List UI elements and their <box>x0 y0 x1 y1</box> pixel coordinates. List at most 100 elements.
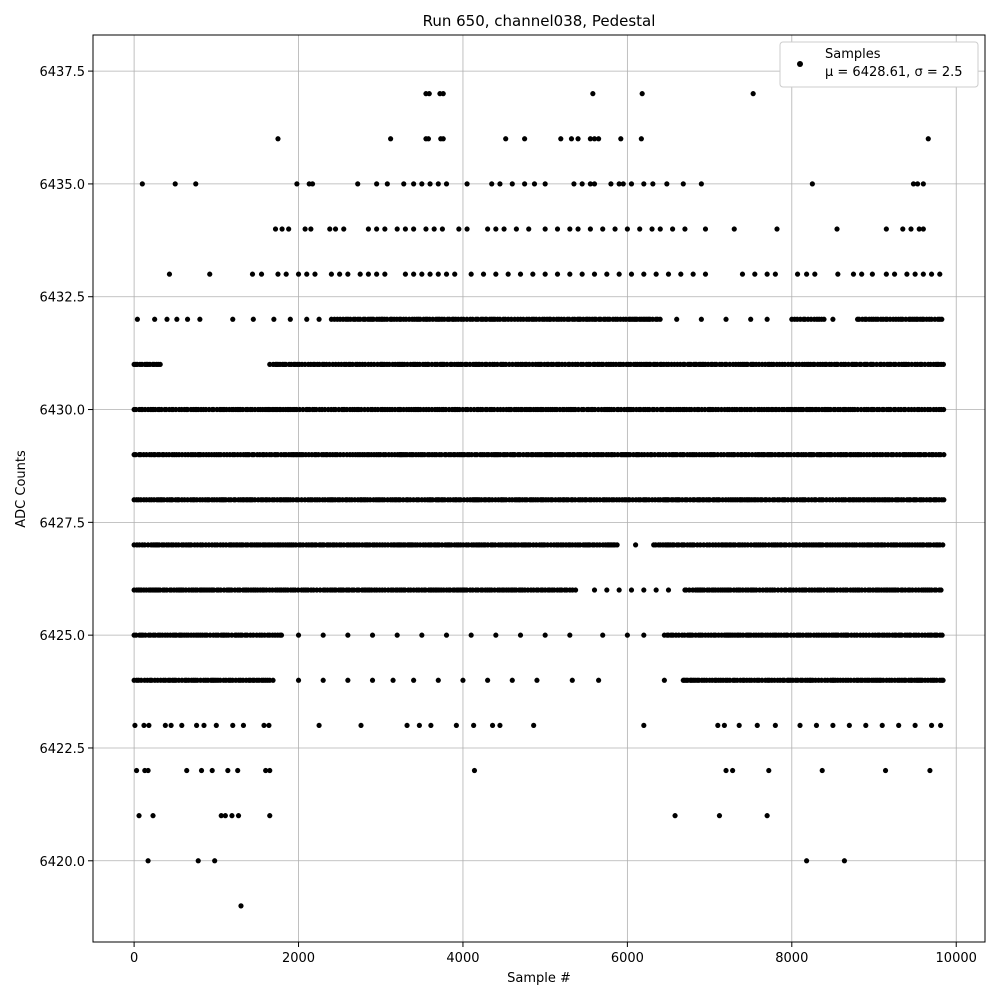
data-point <box>497 722 503 729</box>
data-point <box>797 722 803 729</box>
data-point <box>573 587 579 593</box>
data-point <box>225 767 231 774</box>
data-point <box>716 813 723 819</box>
legend-series-name: Samples <box>825 47 881 62</box>
data-point <box>394 226 400 232</box>
data-point <box>821 316 827 322</box>
data-point <box>591 136 598 142</box>
data-point <box>841 858 848 864</box>
data-point <box>443 632 450 638</box>
data-point <box>164 316 170 322</box>
data-point <box>628 587 635 593</box>
data-point <box>497 181 503 187</box>
data-point <box>637 226 643 232</box>
data-point <box>427 271 433 277</box>
data-point <box>567 632 573 638</box>
data-point <box>456 226 462 232</box>
y-tick-label: 6425.0 <box>40 629 86 644</box>
data-point <box>279 226 285 232</box>
data-point <box>812 271 818 277</box>
data-point <box>715 722 721 729</box>
data-point <box>230 722 236 729</box>
data-point <box>240 722 247 729</box>
data-point <box>401 181 407 187</box>
data-point <box>669 226 676 232</box>
data-point <box>157 361 163 368</box>
data-point <box>295 677 302 683</box>
data-point <box>468 271 474 277</box>
data-point <box>345 632 351 638</box>
data-point <box>263 767 269 774</box>
data-point <box>365 226 372 232</box>
data-point <box>425 136 432 142</box>
data-point <box>604 587 610 593</box>
data-point <box>150 813 156 819</box>
data-point <box>804 271 810 277</box>
data-point <box>920 181 926 187</box>
data-point <box>940 361 947 368</box>
data-point <box>172 181 178 187</box>
data-point <box>309 181 316 187</box>
data-point <box>489 722 496 729</box>
data-point <box>678 271 684 277</box>
data-point <box>328 271 335 277</box>
data-point <box>579 181 585 187</box>
data-point <box>638 136 644 142</box>
data-point <box>542 271 548 277</box>
data-point <box>464 226 470 232</box>
data-point <box>266 722 272 729</box>
data-point <box>295 271 302 277</box>
data-point <box>503 136 509 142</box>
data-point <box>416 722 422 729</box>
data-point <box>579 271 585 277</box>
data-point <box>590 91 596 97</box>
data-point <box>431 226 437 232</box>
data-point <box>358 722 364 729</box>
data-point <box>133 767 140 774</box>
data-point <box>509 181 515 187</box>
data-point <box>940 677 946 683</box>
data-point <box>278 632 285 638</box>
data-point <box>270 677 276 683</box>
data-point <box>900 226 906 232</box>
x-axis-ticks: 0 2000 4000 6000 8000 10000 <box>130 942 977 966</box>
data-point <box>928 271 935 277</box>
data-point <box>558 136 564 142</box>
data-point <box>542 181 548 187</box>
data-point <box>517 632 524 638</box>
data-point <box>766 767 772 774</box>
data-point <box>819 767 825 774</box>
data-point <box>443 181 450 187</box>
data-point <box>136 813 142 819</box>
data-point <box>748 316 754 322</box>
y-tick-label: 6420.0 <box>40 855 86 870</box>
data-point <box>302 226 308 232</box>
data-point <box>616 271 622 277</box>
data-point <box>365 271 372 277</box>
data-point <box>531 722 537 729</box>
data-point <box>509 677 515 683</box>
data-point <box>402 271 409 277</box>
data-point <box>345 271 351 277</box>
data-point <box>374 271 380 277</box>
data-point <box>850 271 857 277</box>
data-point <box>542 632 548 638</box>
data-point <box>920 271 926 277</box>
data-point <box>193 181 199 187</box>
data-point <box>345 677 351 683</box>
data-point <box>213 722 219 729</box>
data-point <box>411 677 417 683</box>
y-axis-label: ADC Counts <box>14 450 29 528</box>
data-point <box>657 226 663 232</box>
data-point <box>427 181 433 187</box>
data-point <box>649 226 655 232</box>
data-point <box>618 136 624 142</box>
data-point <box>575 226 581 232</box>
legend-marker <box>797 61 803 67</box>
data-point <box>184 767 190 774</box>
data-point <box>139 181 145 187</box>
data-point <box>388 136 394 142</box>
data-point <box>883 271 889 277</box>
data-point <box>355 181 361 187</box>
x-tick-label: 6000 <box>611 951 644 966</box>
